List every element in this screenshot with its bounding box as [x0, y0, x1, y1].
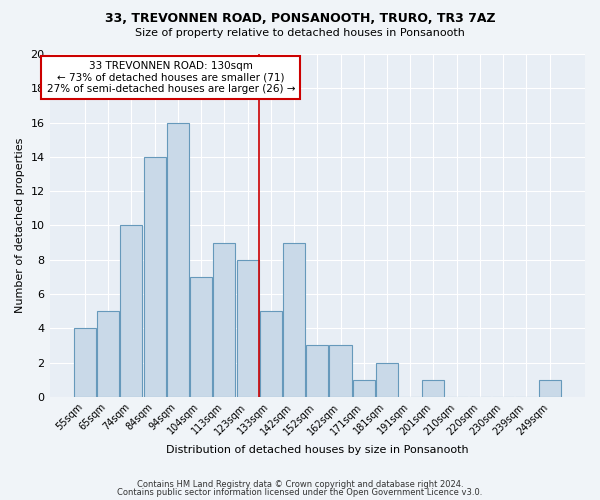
- Y-axis label: Number of detached properties: Number of detached properties: [15, 138, 25, 313]
- Bar: [74, 328, 96, 397]
- Bar: [306, 346, 328, 397]
- Text: Contains HM Land Registry data © Crown copyright and database right 2024.: Contains HM Land Registry data © Crown c…: [137, 480, 463, 489]
- Text: 33 TREVONNEN ROAD: 130sqm
← 73% of detached houses are smaller (71)
27% of semi-: 33 TREVONNEN ROAD: 130sqm ← 73% of detac…: [47, 61, 295, 94]
- Bar: [539, 380, 560, 397]
- Bar: [353, 380, 375, 397]
- Bar: [260, 311, 282, 397]
- Bar: [213, 242, 235, 397]
- Bar: [236, 260, 259, 397]
- Bar: [97, 311, 119, 397]
- Bar: [121, 226, 142, 397]
- Text: 33, TREVONNEN ROAD, PONSANOOTH, TRURO, TR3 7AZ: 33, TREVONNEN ROAD, PONSANOOTH, TRURO, T…: [104, 12, 496, 26]
- Text: Contains public sector information licensed under the Open Government Licence v3: Contains public sector information licen…: [118, 488, 482, 497]
- Bar: [329, 346, 352, 397]
- Bar: [167, 122, 189, 397]
- Bar: [143, 157, 166, 397]
- X-axis label: Distribution of detached houses by size in Ponsanooth: Distribution of detached houses by size …: [166, 445, 469, 455]
- Bar: [283, 242, 305, 397]
- Bar: [422, 380, 445, 397]
- Bar: [190, 277, 212, 397]
- Text: Size of property relative to detached houses in Ponsanooth: Size of property relative to detached ho…: [135, 28, 465, 38]
- Bar: [376, 362, 398, 397]
